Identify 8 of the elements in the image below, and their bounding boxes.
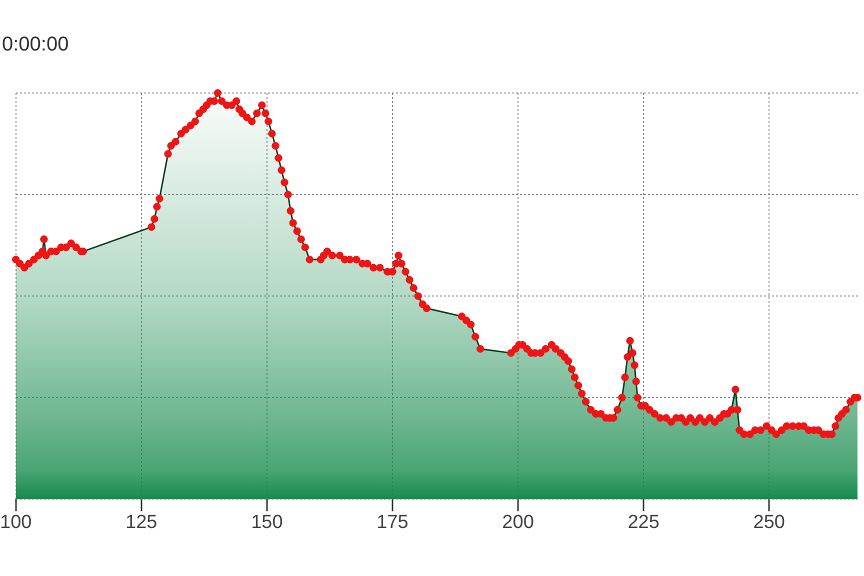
x-tick-label: 175: [376, 512, 408, 533]
x-tick-label: 250: [753, 512, 785, 533]
x-tick-label: 225: [628, 512, 660, 533]
x-tick-label: 200: [502, 512, 534, 533]
x-tick-label: 150: [251, 512, 283, 533]
x-tick-label: 100: [0, 512, 32, 533]
chart-title: 0:00:00: [2, 34, 69, 56]
x-tick-label: 125: [126, 512, 158, 533]
